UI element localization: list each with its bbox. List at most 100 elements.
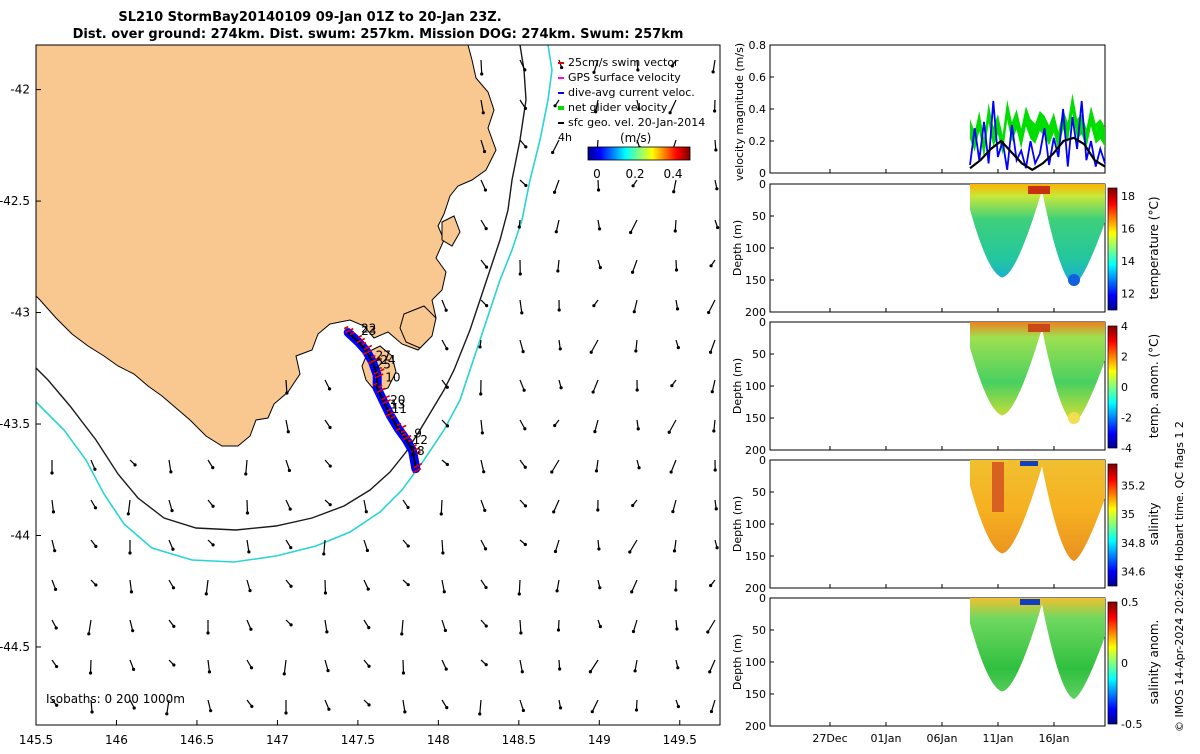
velocity-arrow-head (484, 547, 487, 550)
velocity-arrow-head (206, 631, 209, 634)
velocity-arrow-head (592, 304, 595, 307)
velocity-arrow-head (599, 266, 602, 269)
velocity-arrow-head (244, 472, 247, 475)
velocity-arrow-head (403, 710, 406, 713)
velocity-arrow-head (445, 309, 448, 312)
map-x-tick-label: 147.5 (341, 733, 375, 747)
velocity-arrow-head (714, 148, 717, 151)
velocity-arrow-head (50, 471, 53, 474)
velocity-arrow-head (550, 470, 553, 473)
velocity-arrow-head (247, 550, 250, 553)
profile-colorbar-tick-label: 2 (1121, 351, 1128, 364)
velocity-arrow-head (673, 549, 676, 552)
velocity-arrow-head (715, 546, 718, 549)
velocity-arrow-head (524, 504, 527, 507)
velocity-arrow-head (485, 663, 488, 666)
velocity-arrow-head (553, 191, 556, 194)
profile-deep-patch (1068, 412, 1080, 424)
velocity-arrow-head (367, 665, 370, 668)
velocity-arrow-head (551, 151, 554, 154)
velocity-arrow-head (593, 430, 596, 433)
velocity-arrow-head (485, 624, 488, 627)
velocity-arrow-head (706, 630, 709, 633)
velocity-arrow-head (172, 663, 175, 666)
velocity-arrow-head (211, 466, 214, 469)
colorbar-tick-label: 0.2 (625, 167, 644, 181)
profile-colorbar-tick-label: -2 (1121, 412, 1132, 425)
velocity-arrow-head (211, 543, 214, 546)
velocity-arrow-head (367, 626, 370, 629)
profile-y-tick-label: 150 (745, 412, 766, 425)
velocity-arrow-head (630, 590, 633, 593)
velocity-arrow-head (402, 671, 405, 674)
velocity-arrow-head (628, 550, 631, 553)
velocity-arrow-head (52, 510, 55, 513)
velocity-arrow-head (55, 665, 58, 668)
velocity-arrow-head (478, 345, 481, 348)
profile-y-tick-label: 100 (745, 656, 766, 669)
velocity-arrow-head (250, 705, 253, 708)
velocity-arrow-head (558, 308, 561, 311)
map-y-tick-label: -42 (10, 83, 30, 97)
velocity-arrow-head (524, 145, 527, 148)
velocity-arrow-head (558, 667, 561, 670)
velocity-arrow-head (94, 545, 97, 548)
velocity-arrow-head (709, 264, 712, 267)
profile-deep-patch (1068, 274, 1080, 286)
velocity-arrow-head (553, 104, 556, 107)
profile-colorbar-label: temperature (°C) (1147, 197, 1161, 300)
velocity-arrow-head (524, 184, 527, 187)
profile-ylabel: Depth (m) (731, 634, 744, 690)
map-x-tick-label: 148 (427, 733, 450, 747)
velocity-arrow-head (519, 631, 522, 634)
map-x-tick-label: 147 (266, 733, 289, 747)
velocity-arrow-head (55, 626, 58, 629)
velocity-arrow-head (482, 470, 485, 473)
velocity-arrow-head (284, 711, 287, 714)
velocity-arrow-head (327, 708, 330, 711)
profile-colorbar-tick-label: -0.5 (1121, 718, 1142, 731)
map-x-tick-label: 145.5 (19, 733, 53, 747)
velocity-arrow-head (518, 592, 521, 595)
velocity-arrow-head (592, 390, 595, 393)
velocity-arrow-head (674, 588, 677, 591)
velocity-arrow-head (367, 703, 370, 706)
velocity-arrow-head (480, 72, 483, 75)
velocity-arrow-head (554, 550, 557, 553)
velocity-arrow-head (631, 184, 634, 187)
velocity-arrow-head (367, 587, 370, 590)
profile-colorbar-tick-label: 35 (1121, 508, 1135, 521)
profile-y-tick-label: 50 (752, 624, 766, 637)
legend-entry: 25cm/s swim vector (568, 56, 679, 69)
velocity-arrow-head (716, 226, 719, 229)
footer-credit: © IMOS 14-Apr-2024 20:26:46 Hobart time.… (1173, 421, 1186, 732)
velocity-arrow-head (631, 271, 634, 274)
velocity-arrow-head (328, 426, 331, 429)
velocity-arrow-head (169, 470, 172, 473)
velocity-arrow-head (248, 589, 251, 592)
map-y-tick-label: -44.5 (0, 640, 30, 654)
velocity-arrow-head (407, 544, 410, 547)
profile-ylabel: Depth (m) (731, 220, 744, 276)
velocity-arrow-head (715, 507, 718, 510)
velocity-arrow-head (483, 150, 486, 153)
velocity-arrow-head (444, 629, 447, 632)
velocity-y-tick-label: 0.4 (749, 103, 767, 116)
velocity-arrow-head (714, 468, 717, 471)
velocity-arrow-head (478, 712, 481, 715)
velocity-arrow-head (128, 551, 131, 554)
velocity-arrow-head (287, 430, 290, 433)
velocity-arrow-head (133, 706, 136, 709)
velocity-arrow-head (523, 68, 526, 71)
velocity-arrow-head (400, 632, 403, 635)
map-y-tick-label: -43 (10, 306, 30, 320)
profile-y-tick-label: 50 (752, 348, 766, 361)
velocity-arrow-head (675, 627, 678, 630)
velocity-arrow-head (90, 710, 93, 713)
profile-y-tick-label: 100 (745, 380, 766, 393)
velocity-arrow-head (637, 427, 640, 430)
velocity-arrow-head (170, 509, 173, 512)
profile-y-tick-label: 0 (759, 592, 766, 605)
velocity-arrow-head (324, 591, 327, 594)
